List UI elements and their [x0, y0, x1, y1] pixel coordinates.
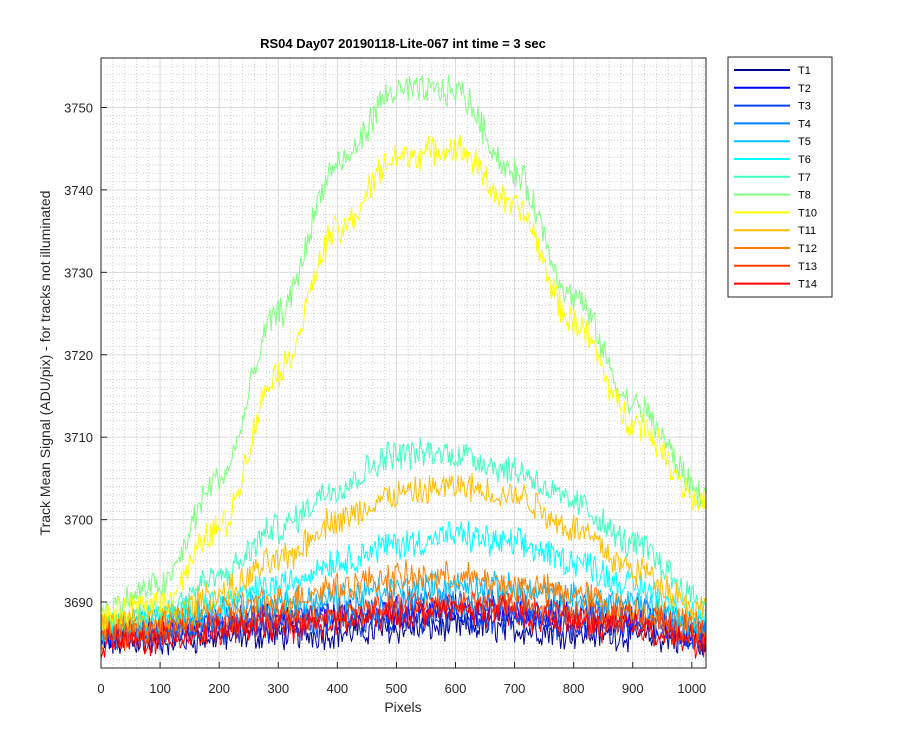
- legend-label-t8: T8: [798, 190, 811, 202]
- y-tick-label: 3740: [64, 183, 93, 198]
- series-line-t11: [101, 472, 706, 642]
- x-axis-ticks: 0 100 200 300 400 500 600 700 800 900 1000: [97, 662, 706, 696]
- x-axis-label: Pixels: [384, 699, 421, 715]
- series-line-t14: [101, 596, 706, 659]
- legend-label-t2: T2: [798, 83, 811, 95]
- y-tick-label: 3730: [64, 265, 93, 280]
- x-tick-label: 100: [149, 681, 171, 696]
- legend-label-t3: T3: [798, 101, 811, 113]
- y-tick-label: 3700: [64, 513, 93, 528]
- legend-label-t1: T1: [798, 65, 811, 77]
- legend-label-t5: T5: [798, 136, 811, 148]
- series-line-t8: [101, 74, 706, 623]
- legend: T1 T2 T3 T4 T5 T6 T7 T8 T10 T11 T12 T13 T14: [727, 56, 833, 298]
- series-line-t7: [101, 436, 706, 635]
- y-tick-label: 3750: [64, 100, 93, 115]
- legend-label-t13: T13: [798, 261, 817, 273]
- y-tick-label: 3690: [64, 595, 93, 610]
- y-tick-label: 3710: [64, 430, 93, 445]
- legend-label-t10: T10: [798, 207, 817, 219]
- series-line-t10: [101, 134, 706, 634]
- y-axis-ticks: 3690 3700 3710 3720 3730 3740 3750: [64, 100, 107, 610]
- x-tick-label: 1000: [677, 681, 706, 696]
- series-lines: [101, 74, 706, 659]
- x-tick-label: 200: [208, 681, 230, 696]
- series-line-t12: [101, 559, 706, 650]
- chart-title: RS04 Day07 20190118-Lite-067 int time = …: [260, 36, 546, 51]
- legend-label-t7: T7: [798, 172, 811, 184]
- legend-label-t6: T6: [798, 154, 811, 166]
- y-axis-label: Track Mean Signal (ADU/pix) - for tracks…: [37, 191, 53, 536]
- x-tick-label: 900: [622, 681, 644, 696]
- x-tick-label: 300: [267, 681, 289, 696]
- x-tick-label: 0: [97, 681, 104, 696]
- y-tick-label: 3720: [64, 348, 93, 363]
- legend-label-t12: T12: [798, 243, 817, 255]
- x-tick-label: 800: [563, 681, 585, 696]
- legend-label-t11: T11: [798, 225, 816, 237]
- legend-label-t4: T4: [798, 118, 811, 130]
- series-line-t13: [101, 590, 706, 652]
- x-tick-label: 500: [386, 681, 408, 696]
- x-tick-label: 400: [326, 681, 348, 696]
- plot-area-frame: [100, 57, 707, 669]
- x-tick-label: 600: [445, 681, 467, 696]
- x-tick-label: 700: [504, 681, 526, 696]
- legend-label-t14: T14: [798, 279, 817, 291]
